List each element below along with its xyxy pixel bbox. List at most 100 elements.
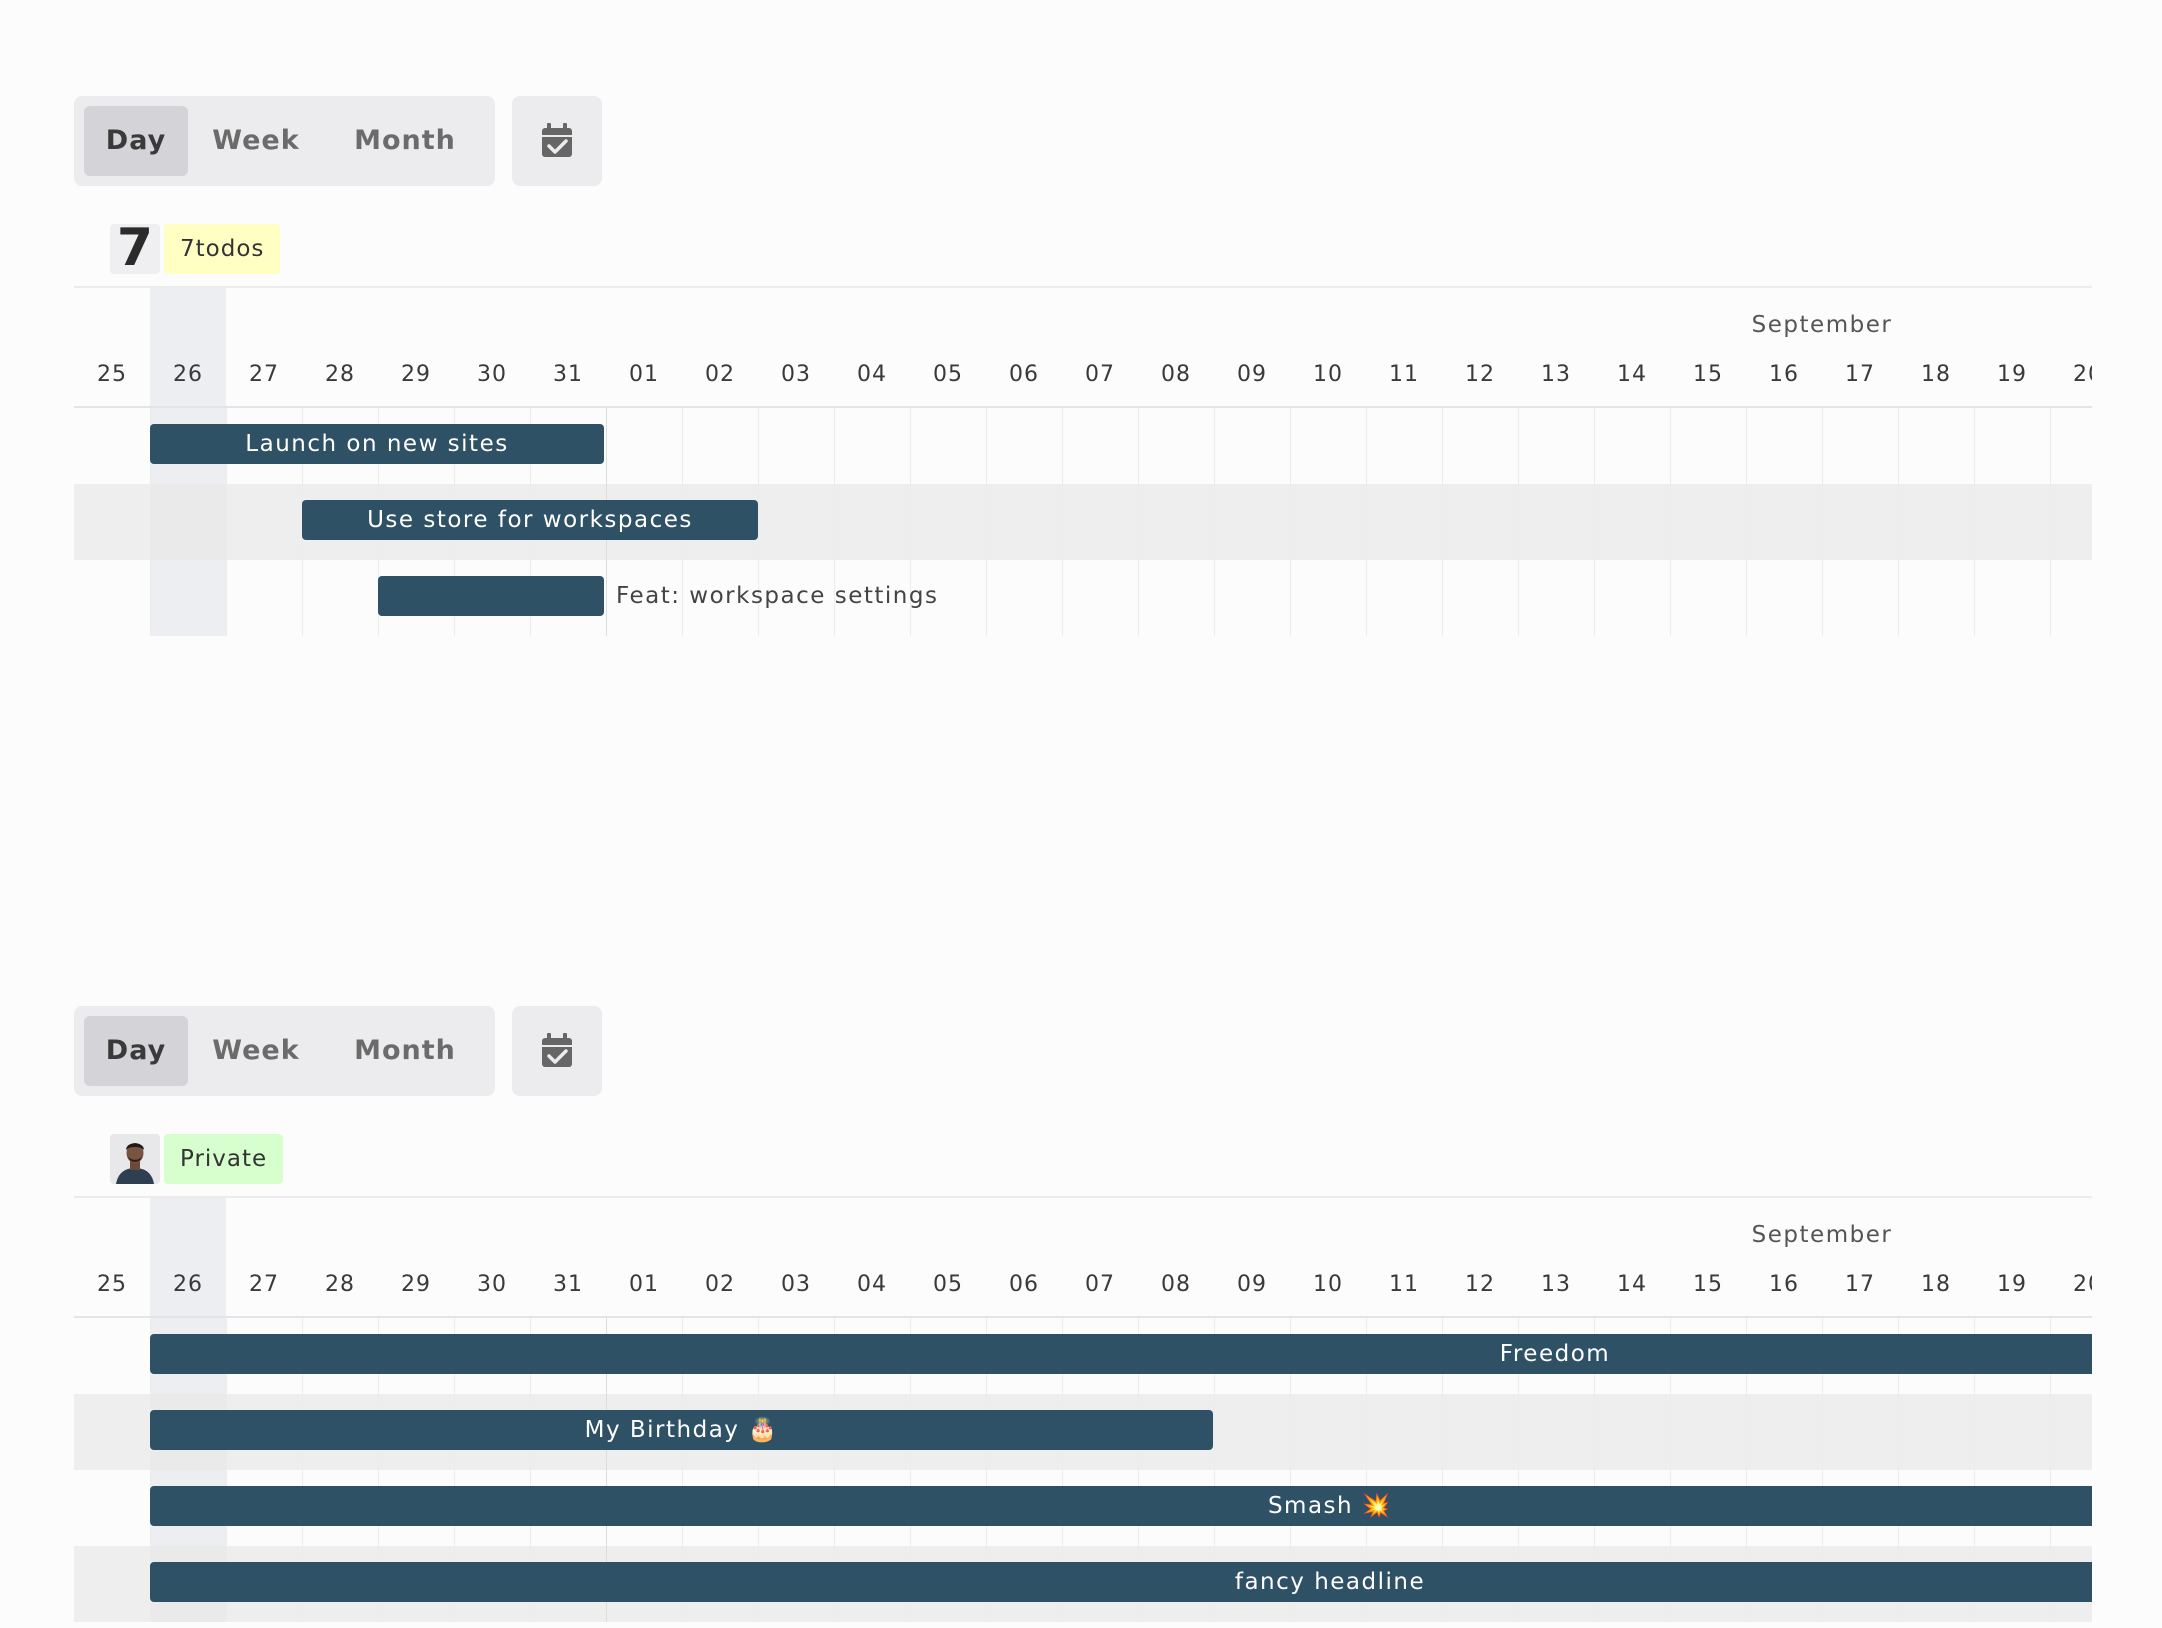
- day-label: 09: [1237, 362, 1267, 387]
- month-label: September: [1751, 312, 1893, 338]
- day-label: 06: [1009, 362, 1039, 387]
- grid-line: [1214, 1394, 1215, 1470]
- grid-line: [1898, 408, 1899, 484]
- grid-line: [1138, 408, 1139, 484]
- grid-line: [1518, 408, 1519, 484]
- task-bar[interactable]: fancy headline: [150, 1562, 2092, 1602]
- grid-line: [1518, 484, 1519, 560]
- grid-line: [1594, 560, 1595, 636]
- task-label: fancy headline: [1234, 1569, 1426, 1595]
- day-label: 28: [325, 362, 355, 387]
- day-label: 17: [1845, 362, 1875, 387]
- grid-line: [1214, 408, 1215, 484]
- day-label: 15: [1693, 362, 1723, 387]
- project-tag[interactable]: 7todos: [164, 224, 281, 274]
- day-label: 13: [1541, 1272, 1571, 1297]
- day-label: 26: [173, 1272, 203, 1297]
- task-bar[interactable]: Smash 💥: [150, 1486, 2092, 1526]
- grid-line: [1898, 484, 1899, 560]
- day-label: 02: [705, 362, 735, 387]
- grid-line: [834, 408, 835, 484]
- grid-line: [1822, 408, 1823, 484]
- day-label: 13: [1541, 362, 1571, 387]
- day-label: 05: [933, 1272, 963, 1297]
- day-view-button[interactable]: Day: [84, 106, 188, 176]
- task-label: Launch on new sites: [245, 431, 509, 457]
- grid-line: [2050, 560, 2051, 636]
- day-view-button[interactable]: Day: [84, 1016, 188, 1086]
- grid-line: [834, 560, 835, 636]
- grid-line: [1518, 1394, 1519, 1470]
- task-label: Freedom: [1499, 1341, 1611, 1367]
- grid-line: [606, 560, 607, 636]
- grid-line: [1062, 560, 1063, 636]
- task-label: Use store for workspaces: [367, 507, 693, 533]
- gantt-timeline: September 25 26 27 28 29 30 31 01 02 03 04 05 06 07 08…: [74, 1196, 2092, 1622]
- week-view-button[interactable]: Week: [212, 1035, 300, 1066]
- grid-line: [1670, 560, 1671, 636]
- day-label: 20: [2073, 1272, 2092, 1297]
- grid-line: [1746, 484, 1747, 560]
- grid-line: [910, 484, 911, 560]
- grid-line: [1746, 560, 1747, 636]
- task-row: My Birthday 🎂: [74, 1394, 2092, 1470]
- task-row: Feat: workspace settings: [74, 560, 2092, 636]
- timeline-header: September 25 26 27 28 29 30 31 01 02 03 04 05 06 07 08…: [74, 1198, 2092, 1318]
- day-label: 19: [1997, 362, 2027, 387]
- grid-line: [682, 408, 683, 484]
- grid-line: [226, 484, 227, 560]
- grid-line: [1366, 1394, 1367, 1470]
- day-label: 15: [1693, 1272, 1723, 1297]
- grid-line: [1670, 1394, 1671, 1470]
- grid-line: [1746, 1394, 1747, 1470]
- calendar-check-icon: [542, 1033, 572, 1067]
- grid-line: [1442, 484, 1443, 560]
- day-label: 07: [1085, 1272, 1115, 1297]
- calendar-today-button[interactable]: [512, 1006, 602, 1096]
- task-row: Launch on new sites: [74, 408, 2092, 484]
- grid-line: [1442, 408, 1443, 484]
- view-toolbar: Day Week Month: [74, 1006, 2092, 1096]
- grid-line: [910, 560, 911, 636]
- grid-line: [986, 484, 987, 560]
- day-label: 05: [933, 362, 963, 387]
- grid-line: [1290, 560, 1291, 636]
- day-label: 26: [173, 362, 203, 387]
- month-label: September: [1751, 1222, 1893, 1248]
- task-bar[interactable]: My Birthday 🎂: [150, 1410, 1213, 1450]
- grid-line: [150, 560, 151, 636]
- grid-line: [986, 408, 987, 484]
- day-label: 12: [1465, 362, 1495, 387]
- grid-line: [1822, 1394, 1823, 1470]
- grid-line: [1974, 1394, 1975, 1470]
- project-logo: 7: [110, 224, 160, 274]
- month-view-button[interactable]: Month: [354, 1035, 456, 1066]
- grid-line: [1746, 408, 1747, 484]
- grid-line: [606, 408, 607, 484]
- day-label: 01: [629, 1272, 659, 1297]
- month-view-button[interactable]: Month: [354, 125, 456, 156]
- day-label: 11: [1389, 362, 1419, 387]
- grid-line: [1898, 1394, 1899, 1470]
- task-row: fancy headline: [74, 1546, 2092, 1622]
- grid-line: [1062, 408, 1063, 484]
- day-label: 18: [1921, 1272, 1951, 1297]
- day-label: 27: [249, 1272, 279, 1297]
- project-header: Private: [74, 1096, 2092, 1196]
- task-bar[interactable]: Launch on new sites: [150, 424, 604, 464]
- calendar-today-button[interactable]: [512, 96, 602, 186]
- task-bar[interactable]: Use store for workspaces: [302, 500, 758, 540]
- project-tag[interactable]: Private: [164, 1134, 284, 1184]
- grid-line: [1670, 484, 1671, 560]
- grid-line: [682, 560, 683, 636]
- grid-line: [1594, 408, 1595, 484]
- grid-line: [1366, 560, 1367, 636]
- task-bar[interactable]: [378, 576, 604, 616]
- task-bar[interactable]: Freedom: [150, 1334, 2092, 1374]
- grid-line: [2050, 1394, 2051, 1470]
- timeline-header: September 25 26 27 28 29 30 31 01 02 03 04 05 06 07 08…: [74, 288, 2092, 408]
- grid-line: [1442, 560, 1443, 636]
- week-view-button[interactable]: Week: [212, 125, 300, 156]
- grid-line: [302, 560, 303, 636]
- day-label: 07: [1085, 362, 1115, 387]
